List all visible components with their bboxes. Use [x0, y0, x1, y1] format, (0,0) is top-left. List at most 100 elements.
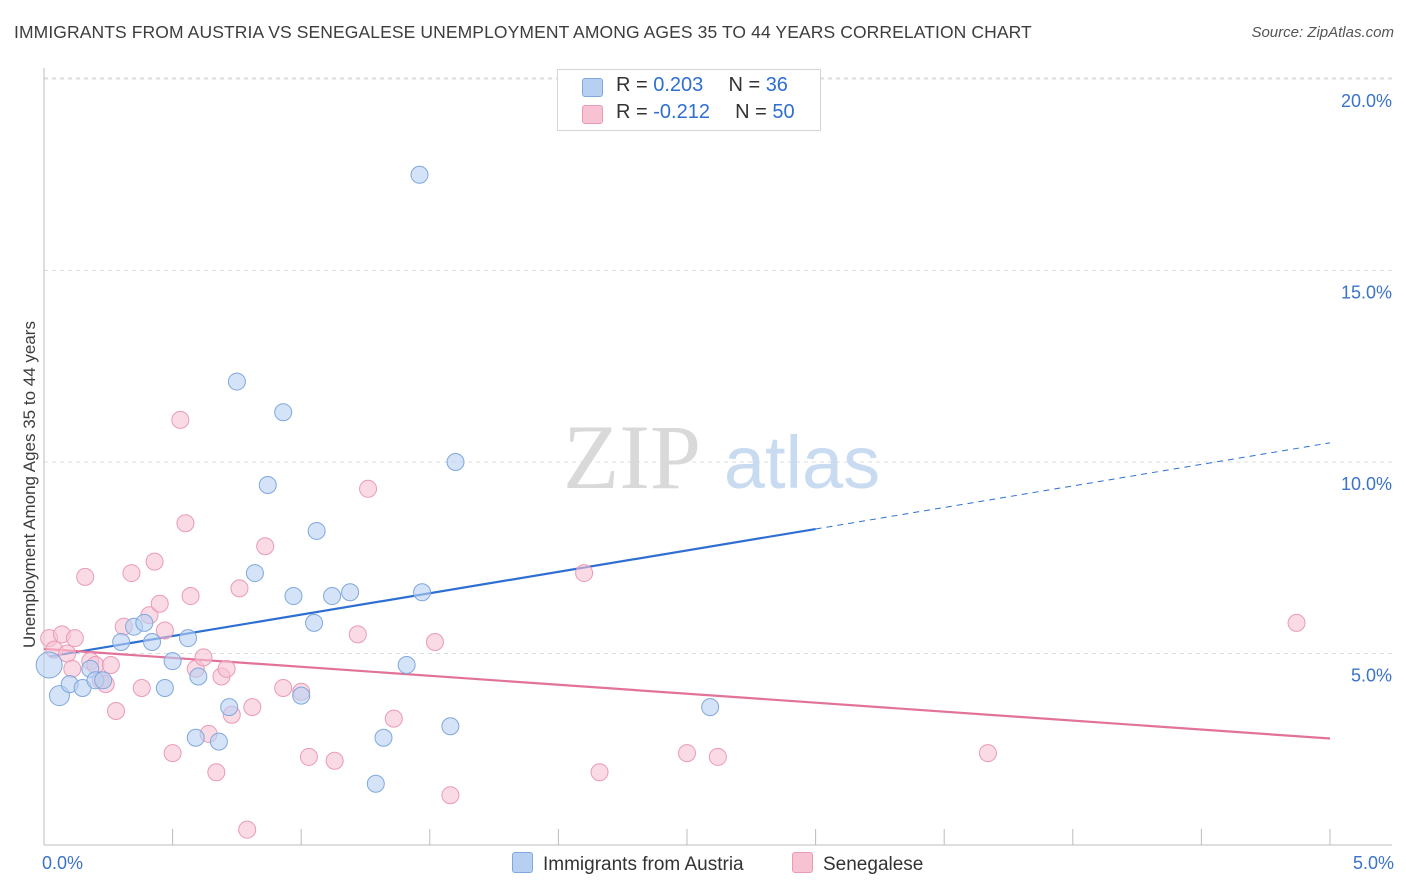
senegalese-legend-swatch-icon: [792, 852, 813, 873]
point-senegalese: [359, 479, 378, 498]
watermark: ZIP atlas: [563, 406, 880, 508]
series-legend: Immigrants from Austria Senegalese: [0, 852, 1406, 878]
point-senegalese: [238, 820, 257, 839]
trend-line-austria: [48, 527, 816, 658]
point-austria: [35, 651, 63, 679]
point-senegalese: [274, 678, 293, 697]
point-austria: [413, 583, 432, 602]
point-senegalese: [76, 567, 95, 586]
point-austria: [374, 728, 393, 747]
point-austria: [112, 633, 131, 652]
legend-item-senegalese[interactable]: Senegalese: [792, 852, 923, 876]
legend-label-senegalese: Senegalese: [823, 854, 924, 875]
point-austria: [274, 403, 293, 422]
point-austria: [446, 453, 465, 471]
point-austria: [227, 372, 246, 391]
point-austria: [284, 587, 303, 606]
trend-line-senegalese: [43, 647, 1331, 740]
point-austria: [163, 652, 182, 671]
point-senegalese: [217, 659, 236, 678]
y-tick-label: 20.0%: [1341, 91, 1392, 111]
axes-layer: [43, 68, 1392, 846]
point-austria: [220, 698, 239, 717]
n-value: 36: [765, 74, 788, 96]
trend-line-austria-projection: [815, 442, 1331, 530]
point-senegalese: [590, 763, 609, 782]
r-label: R =: [616, 101, 654, 123]
point-senegalese: [1287, 613, 1306, 632]
source-label: Source: ZipAtlas.com: [1251, 24, 1394, 41]
y-tick-label: 5.0%: [1351, 666, 1392, 686]
x-tick-label: 0.0%: [42, 853, 83, 873]
point-austria: [258, 475, 277, 494]
point-senegalese: [425, 633, 444, 652]
point-senegalese: [132, 678, 151, 697]
point-austria: [397, 655, 416, 674]
legend-item-austria[interactable]: Immigrants from Austria: [512, 852, 744, 876]
point-senegalese: [181, 587, 200, 606]
point-senegalese: [101, 655, 120, 674]
n-value: 50: [772, 101, 795, 123]
point-senegalese: [575, 564, 594, 583]
point-senegalese: [299, 747, 318, 766]
point-austria: [179, 629, 198, 648]
point-senegalese: [176, 514, 195, 533]
point-senegalese: [678, 744, 696, 763]
point-austria: [189, 667, 208, 686]
point-senegalese: [163, 744, 182, 763]
point-austria: [155, 678, 174, 697]
point-austria: [307, 521, 326, 540]
points-layer: [35, 165, 1306, 839]
x-tick-label: 5.0%: [1353, 853, 1394, 873]
point-austria: [323, 587, 342, 606]
austria-legend-swatch-icon: [512, 852, 533, 873]
watermark-atlas: atlas: [724, 421, 880, 504]
point-senegalese: [194, 648, 213, 667]
trend-layer: [43, 442, 1331, 740]
point-senegalese: [256, 537, 275, 556]
watermark-zip: ZIP: [563, 406, 701, 508]
y-tick-label: 15.0%: [1341, 283, 1392, 303]
point-austria: [441, 717, 460, 736]
point-senegalese: [978, 744, 997, 763]
n-label: N =: [728, 74, 766, 96]
chart-title: IMMIGRANTS FROM AUSTRIA VS SENEGALESE UN…: [14, 22, 1032, 42]
point-senegalese: [384, 709, 403, 728]
point-senegalese: [325, 751, 344, 770]
point-senegalese: [63, 659, 82, 678]
r-value: 0.203: [653, 74, 704, 96]
austria-swatch-icon: [582, 78, 603, 97]
point-austria: [701, 698, 720, 717]
point-senegalese: [230, 579, 249, 598]
y-tick-label: 10.0%: [1341, 474, 1392, 494]
point-senegalese: [243, 698, 262, 717]
n-label: N =: [735, 101, 773, 123]
r-label: R =: [616, 74, 654, 96]
point-austria: [143, 633, 162, 652]
point-senegalese: [441, 786, 460, 805]
point-austria: [135, 613, 154, 632]
grid-layer: [44, 77, 1392, 654]
point-senegalese: [708, 747, 727, 766]
point-austria: [341, 583, 360, 602]
point-senegalese: [65, 629, 84, 648]
point-austria: [292, 686, 311, 705]
point-austria: [186, 728, 205, 747]
senegalese-swatch-icon: [582, 105, 603, 124]
point-senegalese: [348, 625, 367, 644]
tick-labels: 5.0% 10.0% 15.0% 20.0% 0.0% 5.0%: [42, 91, 1394, 873]
point-austria: [94, 671, 113, 690]
point-senegalese: [207, 763, 226, 782]
legend-label-austria: Immigrants from Austria: [543, 854, 744, 875]
point-austria: [245, 564, 264, 583]
point-senegalese: [150, 594, 169, 613]
point-senegalese: [107, 701, 126, 720]
point-austria: [209, 732, 228, 751]
point-austria: [366, 774, 385, 793]
y-axis-label: Unemployment Among Ages 35 to 44 years: [20, 321, 39, 648]
point-senegalese: [171, 410, 190, 429]
r-value: -0.212: [653, 101, 710, 123]
point-senegalese: [155, 621, 174, 640]
point-senegalese: [122, 564, 141, 583]
